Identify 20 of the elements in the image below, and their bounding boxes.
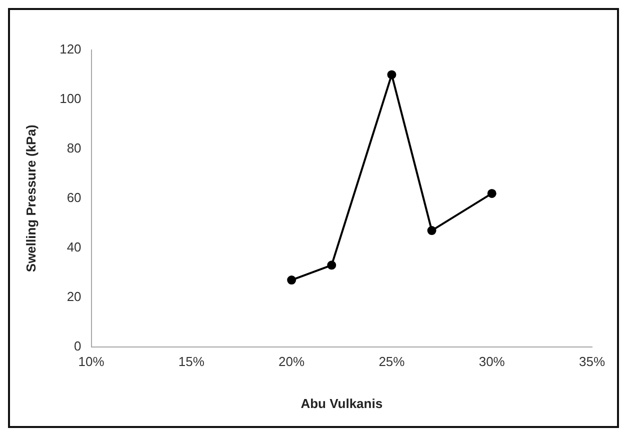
x-axis-title: Abu Vulkanis xyxy=(300,396,383,411)
x-tick-label: 25% xyxy=(378,354,406,370)
y-tick-label: 100 xyxy=(60,91,82,106)
y-tick-label: 0 xyxy=(74,338,82,354)
point xyxy=(287,276,296,285)
x-tick-label: 20% xyxy=(278,354,306,370)
point xyxy=(487,188,496,198)
point xyxy=(387,70,396,80)
y-tick-label: 60 xyxy=(66,190,82,205)
point xyxy=(327,260,336,270)
y-tick-label: 120 xyxy=(60,42,82,57)
x-tick-label: 35% xyxy=(578,354,606,370)
x-tick-label: 10% xyxy=(78,354,105,370)
point xyxy=(427,226,436,236)
x-tick-label: 15% xyxy=(178,354,205,370)
x-tick-label: 30% xyxy=(478,354,506,370)
y-tick-label: 40 xyxy=(66,239,82,254)
y-tick-label: 80 xyxy=(66,140,82,156)
y-axis-title: Swelling Pressure (kPa) xyxy=(23,124,38,272)
y-tick-label: 20 xyxy=(66,288,82,304)
